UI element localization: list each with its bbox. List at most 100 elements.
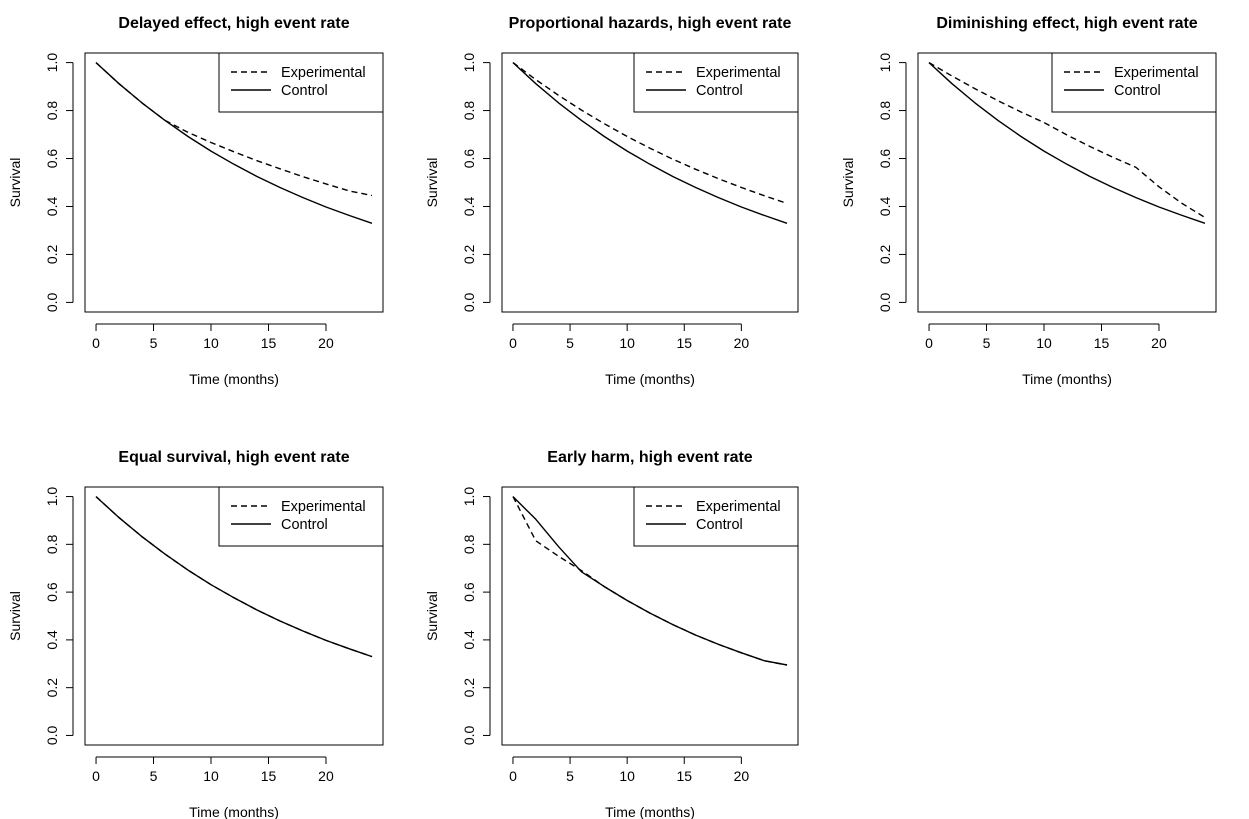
legend-label: Control: [696, 83, 743, 99]
series-line-experimental: [95, 496, 373, 658]
x-tick-label: 5: [983, 335, 991, 351]
x-tick-label: 20: [1151, 335, 1167, 351]
chart-title: Early harm, high event rate: [547, 449, 753, 466]
y-tick-label: 0.4: [44, 197, 60, 217]
y-tick-label: 1.0: [461, 487, 477, 507]
y-axis-label: Survival: [424, 158, 440, 208]
x-tick-label: 10: [203, 335, 219, 351]
x-tick-label: 0: [92, 335, 100, 351]
chart-panel-3: Diminishing effect, high event rate 0 5 10 1…: [840, 15, 1217, 387]
legend-label: Control: [1114, 83, 1161, 99]
x-tick-label: 5: [566, 335, 574, 351]
chart-panel-2: Proportional hazards, high event rate 0 5 1…: [424, 15, 799, 387]
x-tick-label: 15: [261, 768, 277, 784]
x-tick-label: 15: [676, 768, 692, 784]
legend: Experimental Control: [1051, 52, 1217, 113]
legend-label: Control: [281, 83, 328, 99]
y-axis-label: Survival: [7, 158, 23, 208]
y-tick-label: 0.4: [461, 197, 477, 217]
legend-box: [1051, 52, 1217, 113]
y-tick-label: 0.0: [461, 292, 477, 312]
x-tick-label: 5: [566, 768, 574, 784]
y-tick-label: 0.8: [461, 101, 477, 121]
y-tick-label: 0.0: [44, 292, 60, 312]
legend-box: [633, 52, 799, 113]
y-tick-label: 0.8: [44, 534, 60, 554]
x-tick-label: 0: [509, 768, 517, 784]
y-tick-label: 0.0: [44, 726, 60, 746]
y-axis-label: Survival: [840, 158, 856, 208]
y-axis-label: Survival: [7, 591, 23, 641]
y-axis-label: Survival: [424, 591, 440, 641]
chart-title: Diminishing effect, high event rate: [936, 15, 1197, 32]
y-tick-label: 0.8: [877, 101, 893, 121]
legend: Experimental Control: [633, 52, 799, 113]
x-tick-label: 15: [1094, 335, 1110, 351]
y-tick-label: 0.8: [461, 534, 477, 554]
legend-box: [218, 52, 384, 113]
chart-panel-1: Delayed effect, high event rate 0 5 10 15 20 0…: [7, 15, 384, 387]
x-tick-label: 5: [150, 335, 158, 351]
y-tick-label: 0.6: [461, 582, 477, 602]
x-tick-label: 10: [619, 768, 635, 784]
chart-title: Equal survival, high event rate: [118, 449, 349, 466]
x-tick-label: 10: [203, 768, 219, 784]
y-tick-label: 1.0: [461, 53, 477, 73]
y-tick-label: 1.0: [877, 53, 893, 73]
legend-label: Experimental: [281, 65, 366, 81]
legend-label: Experimental: [696, 65, 781, 81]
y-tick-label: 0.2: [44, 678, 60, 698]
series-line-control: [928, 62, 1206, 224]
series-line-experimental: [95, 62, 373, 197]
legend-label: Experimental: [1114, 65, 1199, 81]
y-tick-label: 1.0: [44, 53, 60, 73]
x-axis-label: Time (months): [605, 804, 695, 819]
y-tick-label: 0.4: [44, 630, 60, 650]
chart-title: Proportional hazards, high event rate: [509, 15, 792, 32]
series-line-control: [512, 62, 788, 224]
chart-panel-5: Early harm, high event rate 0 5 10 15 20 0.0 0.…: [424, 449, 799, 819]
y-tick-label: 0.2: [461, 245, 477, 265]
legend-box: [218, 486, 384, 547]
y-tick-label: 0.2: [44, 245, 60, 265]
x-tick-label: 0: [925, 335, 933, 351]
series-line-experimental: [512, 496, 788, 666]
y-tick-label: 0.2: [877, 245, 893, 265]
x-tick-label: 10: [619, 335, 635, 351]
legend-label: Experimental: [696, 499, 781, 515]
legend-label: Control: [281, 517, 328, 533]
chart-title: Delayed effect, high event rate: [118, 15, 349, 32]
legend: Experimental Control: [218, 52, 384, 113]
x-tick-label: 20: [318, 335, 334, 351]
x-tick-label: 20: [734, 768, 750, 784]
y-tick-label: 0.6: [44, 149, 60, 169]
x-tick-label: 15: [261, 335, 277, 351]
x-tick-label: 20: [318, 768, 334, 784]
x-axis-label: Time (months): [605, 371, 695, 387]
y-tick-label: 0.6: [877, 149, 893, 169]
y-tick-label: 0.6: [461, 149, 477, 169]
series-line-experimental: [928, 61, 1206, 219]
y-tick-label: 0.2: [461, 678, 477, 698]
x-tick-label: 10: [1036, 335, 1052, 351]
y-tick-label: 1.0: [44, 487, 60, 507]
x-tick-label: 20: [734, 335, 750, 351]
x-tick-label: 0: [509, 335, 517, 351]
legend-label: Control: [696, 517, 743, 533]
y-tick-label: 0.6: [44, 582, 60, 602]
legend: Experimental Control: [218, 486, 384, 547]
x-axis-label: Time (months): [189, 371, 279, 387]
y-tick-label: 0.4: [461, 630, 477, 650]
x-axis-label: Time (months): [1022, 371, 1112, 387]
legend: Experimental Control: [633, 486, 799, 547]
chart-panel-4: Equal survival, high event rate 0 5 10 15 20 0…: [7, 449, 384, 819]
y-tick-label: 0.4: [877, 197, 893, 217]
y-tick-label: 0.8: [44, 101, 60, 121]
x-tick-label: 5: [150, 768, 158, 784]
x-tick-label: 15: [676, 335, 692, 351]
series-line-experimental: [512, 62, 788, 205]
y-tick-label: 0.0: [461, 726, 477, 746]
x-tick-label: 0: [92, 768, 100, 784]
legend-label: Experimental: [281, 499, 366, 515]
